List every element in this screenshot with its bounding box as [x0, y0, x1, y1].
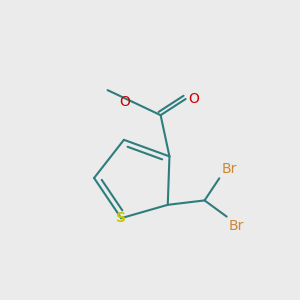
Text: Br: Br: [222, 162, 237, 176]
Text: O: O: [189, 92, 200, 106]
Text: O: O: [119, 95, 130, 109]
Text: Br: Br: [229, 219, 244, 233]
Text: S: S: [116, 211, 126, 225]
